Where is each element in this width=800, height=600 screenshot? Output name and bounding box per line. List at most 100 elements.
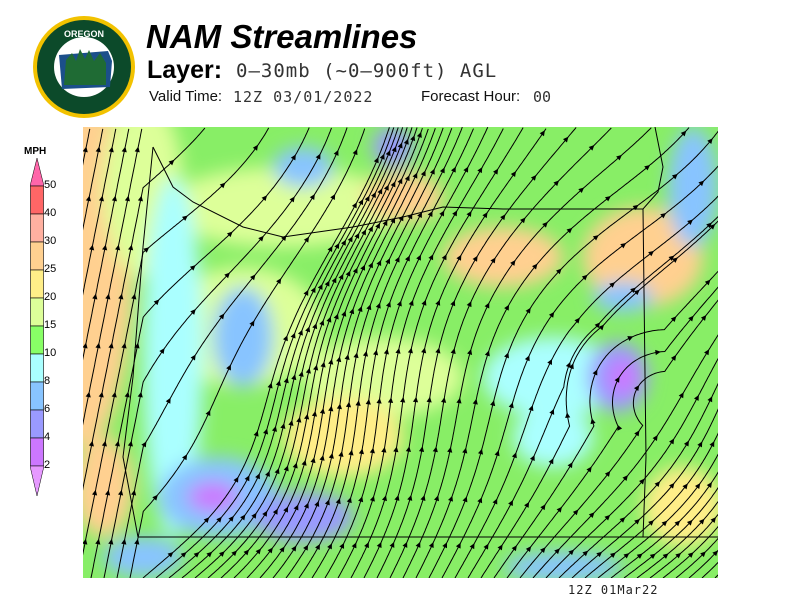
streamline-arrow [668, 482, 675, 489]
streamline-arrow [710, 517, 716, 523]
streamline-arrow [390, 181, 396, 188]
streamline-arrow [617, 424, 623, 431]
streamline-arrow [95, 146, 101, 153]
streamline-arrow [510, 171, 517, 178]
streamline-arrow [124, 391, 130, 398]
streamline-arrow [490, 257, 496, 264]
streamline-arrow [304, 413, 310, 420]
streamline-arrow [262, 510, 268, 517]
streamline [415, 127, 690, 578]
streamline-arrow [310, 286, 316, 293]
streamline-arrow [403, 138, 409, 145]
streamline-arrow [680, 130, 687, 137]
streamline-arrow [331, 277, 337, 284]
streamline-arrow [463, 166, 469, 173]
streamline-arrow [562, 136, 569, 143]
streamline-arrow [369, 495, 375, 502]
streamline-arrow [182, 454, 188, 461]
streamline-arrow [108, 342, 114, 349]
streamline-arrow [610, 552, 616, 558]
streamline-arrow [379, 153, 385, 160]
streamline-arrow [540, 547, 546, 554]
streamline-arrow [389, 541, 395, 548]
streamline-arrow [567, 462, 573, 469]
streamline-arrow [497, 544, 503, 551]
streamline-arrow [542, 221, 548, 228]
streamline-arrow [335, 498, 341, 505]
streamline [558, 382, 718, 578]
streamline-arrow [327, 246, 333, 253]
streamline-arrow [228, 515, 234, 522]
streamline-arrow [404, 175, 410, 182]
streamline [610, 471, 718, 578]
streamline [272, 127, 444, 578]
streamline-arrow [472, 398, 478, 405]
legend-swatch [30, 269, 44, 299]
streamline-arrow [272, 508, 278, 515]
streamline-arrow [525, 546, 532, 553]
streamline-arrow [313, 364, 319, 371]
streamline-arrow [344, 354, 350, 360]
streamline-arrow [678, 392, 684, 399]
streamline-arrow [532, 263, 538, 270]
streamline-arrow [415, 541, 421, 548]
streamline-arrow [333, 149, 339, 156]
streamline-arrow [707, 138, 713, 145]
streamline-arrow [395, 347, 401, 354]
streamline-arrow [391, 146, 397, 153]
streamline-arrow [250, 274, 256, 281]
streamline-arrow [339, 542, 345, 549]
streamline-arrow [92, 489, 98, 496]
streamline-arrow [427, 210, 433, 217]
streamline-arrow [614, 376, 620, 383]
streamline-arrow [556, 506, 562, 513]
streamline-arrow [426, 396, 432, 403]
streamline-arrow [190, 309, 196, 315]
streamline-arrow [134, 342, 140, 349]
streamline-arrow [441, 254, 447, 261]
streamline-arrow [121, 146, 127, 153]
streamline-arrow [114, 440, 120, 447]
streamline-arrow [89, 244, 95, 251]
streamline-arrow [604, 471, 611, 477]
streamline-arrow [206, 551, 213, 558]
streamline-arrow [358, 199, 364, 206]
streamline-arrow [92, 293, 98, 300]
streamline [467, 215, 718, 578]
streamline-arrow [290, 154, 296, 161]
streamline-arrow [267, 382, 273, 389]
legend-swatch [30, 241, 44, 271]
streamline-arrow [387, 397, 394, 404]
streamline-arrow [500, 214, 506, 221]
streamline-arrow [375, 302, 381, 309]
streamline-arrow [101, 440, 107, 447]
streamline-arrow [397, 178, 403, 185]
streamline-arrow [556, 268, 562, 275]
streamline-arrow [450, 300, 456, 307]
streamline-arrow [694, 483, 701, 490]
streamline [480, 220, 718, 578]
streamline-arrow [652, 435, 658, 441]
streamline [324, 127, 489, 578]
streamline-arrow [291, 374, 297, 381]
streamline-arrow [328, 358, 334, 365]
streamline-arrow [328, 405, 334, 412]
streamline-arrow [510, 259, 516, 266]
streamline-arrow [312, 323, 318, 330]
streamline-arrow [672, 257, 678, 263]
streamline-arrow [224, 272, 230, 279]
streamline-arrow [305, 326, 311, 333]
streamline-arrow [327, 543, 332, 550]
streamline [376, 127, 577, 578]
color-legend-bar [30, 158, 44, 497]
streamline-arrow [315, 543, 320, 550]
streamline-arrow [467, 349, 473, 355]
streamline-arrow [466, 301, 472, 308]
streamline-arrow [574, 317, 580, 324]
streamline-arrow [328, 452, 334, 459]
streamline-arrow [98, 391, 104, 398]
streamline-arrow [315, 153, 321, 160]
streamline-arrow [382, 220, 388, 227]
streamline-arrow [118, 293, 124, 300]
streamline [83, 128, 117, 296]
